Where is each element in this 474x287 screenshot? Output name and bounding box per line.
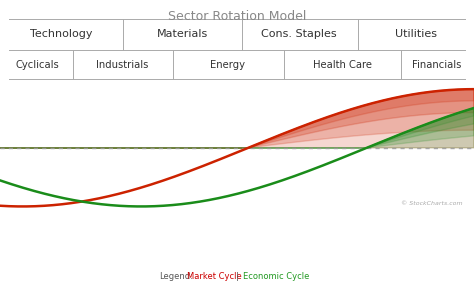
Text: Energy: Energy [210, 60, 245, 70]
Text: Early Recovery: Early Recovery [138, 229, 218, 238]
Text: Full Recession: Full Recession [7, 229, 83, 238]
Text: Economic Cycle: Economic Cycle [243, 272, 310, 281]
Text: Health Care: Health Care [313, 60, 372, 70]
Text: © StockCharts.com: © StockCharts.com [401, 201, 462, 206]
Text: Sector Rotation Model: Sector Rotation Model [168, 10, 306, 23]
Text: Full Recovery: Full Recovery [260, 229, 332, 238]
Text: Market Top: Market Top [233, 254, 293, 263]
Text: Market Cycle: Market Cycle [187, 272, 242, 281]
Text: Cons. Staples: Cons. Staples [261, 30, 337, 39]
Text: Cyclicals: Cyclicals [15, 60, 59, 70]
Text: |: | [236, 272, 238, 281]
Text: Industrials: Industrials [96, 60, 148, 70]
Text: Bear Market: Bear Market [356, 254, 421, 263]
Text: Market Bottom: Market Bottom [5, 254, 85, 263]
Text: Legend:: Legend: [159, 272, 192, 281]
Text: Materials: Materials [157, 30, 208, 39]
Text: Bull Market: Bull Market [121, 254, 182, 263]
Text: Technology: Technology [30, 30, 93, 39]
Text: Financials: Financials [412, 60, 462, 70]
Text: Utilities: Utilities [395, 30, 437, 39]
Text: Early Recession: Early Recession [373, 229, 456, 238]
